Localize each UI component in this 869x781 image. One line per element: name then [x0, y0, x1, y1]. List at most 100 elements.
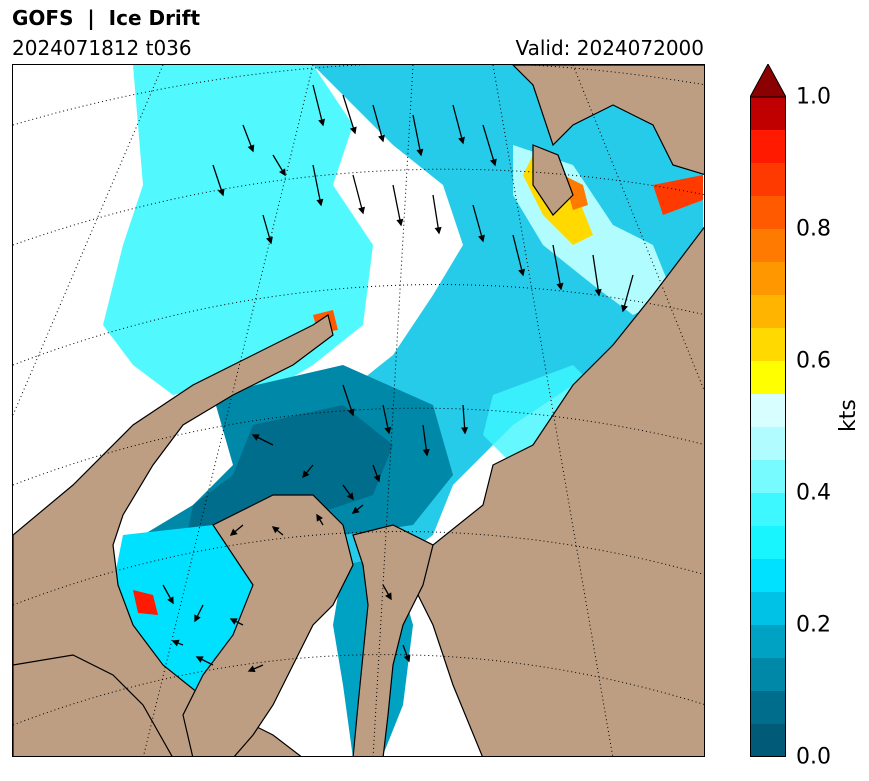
- drift-arrow-head: [621, 304, 628, 313]
- drift-arrow-head: [384, 426, 392, 435]
- drift-arrow: [342, 94, 356, 134]
- drift-arrow: [372, 104, 384, 142]
- drift-arrow: [482, 124, 496, 166]
- colorbar-level: [750, 658, 786, 691]
- valid-time-label: Valid: 2024072000: [515, 36, 704, 60]
- drift-arrow-head: [302, 470, 310, 479]
- drift-arrow-head: [217, 188, 225, 197]
- colorbar-level: [750, 163, 786, 196]
- drift-arrow-head: [378, 134, 385, 143]
- drift-arrow: [592, 254, 600, 296]
- colorbar-level: [750, 295, 786, 328]
- colorbar-level: [750, 493, 786, 526]
- drift-arrow: [622, 274, 634, 312]
- drift-arrow-head: [416, 148, 424, 157]
- drift-arrow-head: [316, 198, 324, 207]
- colorbar-level: [750, 394, 786, 427]
- colorbar: [749, 62, 787, 757]
- land-masses: [13, 65, 704, 756]
- drift-arrow: [452, 104, 464, 144]
- drift-arrow: [352, 174, 364, 214]
- yamal-gydan-land: [182, 494, 354, 756]
- drift-arrow-head: [229, 528, 238, 536]
- drift-arrow-head: [594, 288, 602, 297]
- drift-arrow: [392, 184, 402, 226]
- colorbar-level: [750, 526, 786, 559]
- colorbar-tick-label: 0.2: [796, 612, 831, 638]
- drift-arrow-head: [489, 158, 497, 167]
- colorbar-unit-label: kts: [836, 399, 861, 432]
- colorbar-level: [750, 361, 786, 394]
- colorbar-tick-label: 0.8: [796, 216, 831, 242]
- colorbar-level: [750, 97, 786, 130]
- colorbar-frame: [750, 96, 786, 757]
- drift-arrow: [472, 204, 484, 242]
- drift-arrow-head: [171, 639, 180, 647]
- drift-arrow-head: [373, 474, 381, 483]
- drift-arrow-head: [229, 618, 238, 625]
- colorbar-tick-label: 1.0: [796, 84, 831, 110]
- colorbar-canvas: [749, 62, 787, 757]
- colorbar-levels: [750, 97, 786, 757]
- colorbar-level: [750, 460, 786, 493]
- colorbar-level: [750, 130, 786, 163]
- svalbard-land: [512, 65, 704, 176]
- drift-arrow-head: [351, 506, 360, 514]
- drift-arrow-head: [518, 268, 526, 277]
- nordaustlandet-land: [532, 144, 574, 216]
- drift-arrow-head: [358, 206, 365, 215]
- drift-arrow-head: [279, 168, 286, 177]
- drift-arrow: [312, 164, 322, 206]
- drift-arrow-head: [347, 408, 355, 417]
- colorbar-tick-label: 0.6: [796, 348, 831, 374]
- colorbar-tick-label: 0.4: [796, 480, 831, 506]
- colorbar-level: [750, 559, 786, 592]
- drift-arrow-head: [434, 226, 442, 235]
- drift-arrow-head: [247, 665, 256, 673]
- colorbar-level: [750, 691, 786, 724]
- drift-arrow: [432, 194, 440, 234]
- drift-arrow-head: [167, 596, 174, 605]
- drift-arrow: [552, 244, 562, 290]
- drift-arrow-head: [458, 136, 465, 145]
- graticule: [13, 65, 704, 756]
- ice-drift-map: [12, 64, 705, 757]
- drift-arrow-head: [346, 492, 354, 501]
- drift-arrow-head: [316, 513, 323, 522]
- ice-drift-vectors: [162, 84, 634, 673]
- drift-arrow-head: [478, 234, 485, 243]
- colorbar-extend-triangle: [749, 62, 787, 98]
- map-canvas: [13, 65, 704, 756]
- mainland-coast-land: [13, 654, 173, 756]
- drift-arrow: [312, 84, 324, 126]
- colorbar-level: [750, 328, 786, 361]
- drift-arrow-head: [266, 236, 273, 245]
- colorbar-level: [750, 196, 786, 229]
- drift-arrow-head: [422, 448, 430, 457]
- drift-arrow-head: [247, 144, 255, 153]
- model-run-label: 2024071812 t036: [12, 36, 192, 60]
- drift-arrow-head: [251, 434, 260, 441]
- drift-arrow: [412, 114, 422, 156]
- drift-arrow-head: [349, 126, 357, 135]
- drift-arrow-head: [271, 526, 280, 534]
- taymyr-west-land: [352, 524, 434, 756]
- drift-arrow-head: [195, 656, 204, 663]
- colorbar-level: [750, 724, 786, 757]
- colorbar-level: [750, 592, 786, 625]
- drift-arrow-head: [194, 614, 201, 623]
- drift-arrow-head: [403, 654, 411, 663]
- colorbar-level: [750, 427, 786, 460]
- drift-arrow-head: [396, 218, 404, 227]
- drift-arrow: [512, 234, 524, 276]
- colorbar-level: [750, 262, 786, 295]
- colorbar-tick-label: 0.0: [796, 744, 831, 770]
- siberia-land: [412, 226, 704, 756]
- map-title: GOFS | Ice Drift: [12, 6, 201, 30]
- drift-arrow-head: [385, 592, 392, 601]
- drift-arrow-head: [318, 118, 326, 127]
- drift-arrow-head: [461, 427, 469, 435]
- colorbar-level: [750, 625, 786, 658]
- drift-arrow-head: [556, 282, 564, 291]
- colorbar-level: [750, 229, 786, 262]
